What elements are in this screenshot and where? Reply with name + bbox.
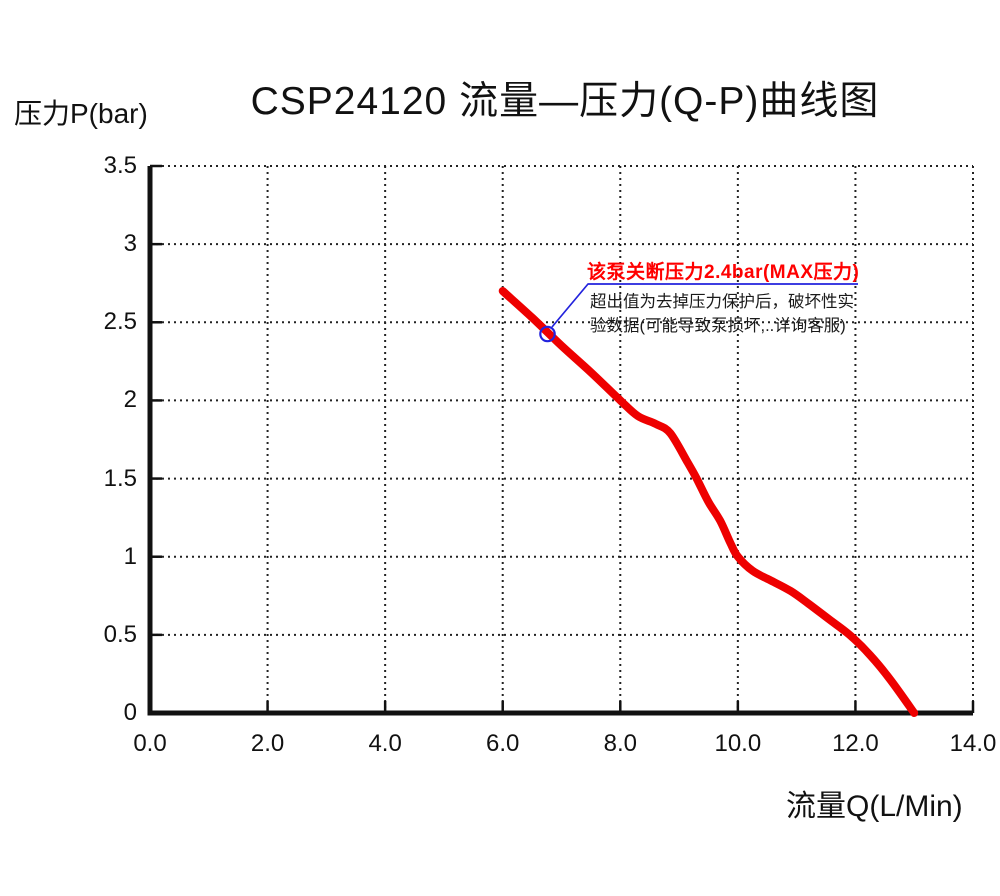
x-tick-label: 4.0 (368, 730, 402, 757)
annotation-body-line1: 超出值为去掉压力保护后，破坏性实 (590, 293, 854, 311)
x-tick-label: 8.0 (603, 730, 637, 757)
y-tick-label: 1 (123, 542, 137, 570)
y-tick-label: 3 (123, 230, 137, 258)
y-tick-label: 0.5 (103, 620, 137, 648)
annotation-body-line2: 验数据(可能导致泵损坏,..详询客服) (590, 317, 846, 335)
y-axis-title: 压力P(bar) (14, 98, 148, 129)
chart-title: CSP24120 流量—压力(Q-P)曲线图 (250, 80, 880, 123)
annotation-headline: 该泵关断压力2.4bar(MAX压力) (587, 262, 860, 283)
x-tick-label: 14.0 (949, 730, 997, 757)
y-tick-label: 3.5 (103, 152, 137, 179)
x-tick-label: 12.0 (832, 730, 879, 757)
x-tick-label: 6.0 (486, 730, 520, 757)
y-tick-label: 1.5 (103, 464, 137, 492)
y-tick-label: 2.5 (103, 308, 137, 336)
x-tick-label: 0.0 (133, 730, 167, 757)
leader-anchor-circle (539, 325, 556, 343)
y-tick-label: 0 (123, 699, 137, 726)
y-tick-label: 2 (123, 386, 137, 414)
leader-line (551, 283, 858, 328)
x-axis-title: 流量Q(L/Min) (786, 790, 963, 823)
x-tick-label: 2.0 (250, 730, 285, 757)
qp-curve (498, 287, 919, 717)
x-tick-label: 10.0 (714, 730, 762, 757)
